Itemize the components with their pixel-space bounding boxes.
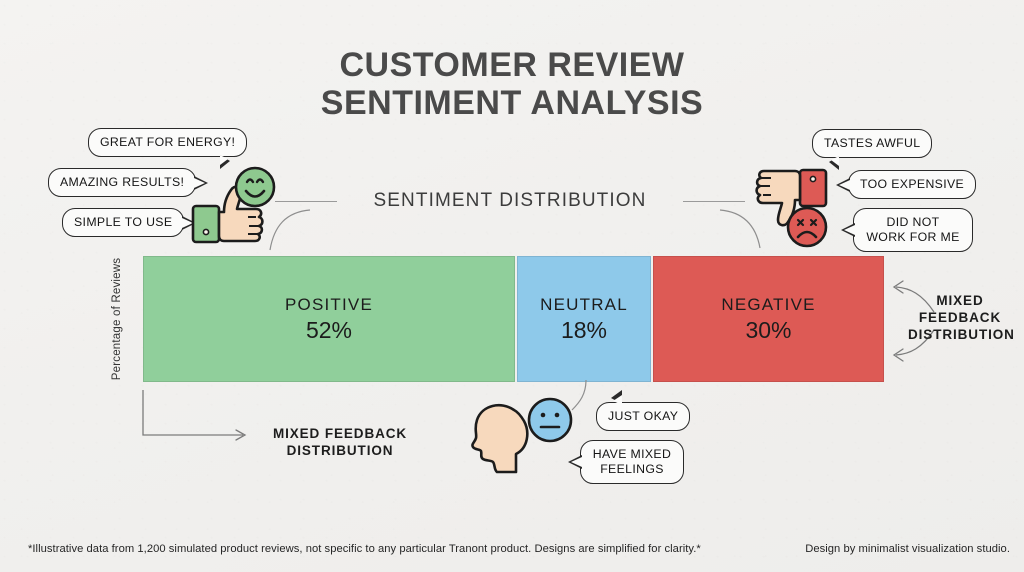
negative-bubble-3-text: DID NOT WORK FOR ME [866, 215, 960, 244]
right-callout-line-1: MIXED [936, 293, 984, 308]
segment-value-neutral: 18% [560, 317, 608, 343]
right-callout-line-3: DISTRIBUTION [908, 327, 1015, 342]
heading-rule-left [275, 200, 337, 202]
segment-label-neutral: NEUTRAL [540, 295, 628, 314]
bar-segment-negative[interactable]: NEGATIVE 30% [653, 256, 884, 382]
bubble-tail-inner [182, 217, 194, 228]
right-callout-line-2: FEEDBACK [918, 310, 1002, 325]
positive-bubble-1-text: GREAT FOR ENERGY! [100, 135, 236, 149]
bubble-tail-inner [613, 395, 622, 405]
title-line-2: SENTIMENT ANALYSIS [320, 84, 704, 122]
negative-bubble-3[interactable]: DID NOT WORK FOR ME [841, 208, 973, 252]
connector-heading-to-thumbs-down [719, 209, 761, 249]
connector-neutral-segment-to-face [571, 379, 587, 411]
bubble-tail-inner [571, 457, 582, 467]
left-callout-label: MIXED FEEDBACK DISTRIBUTION [250, 425, 430, 459]
neutral-bubble-2-text: HAVE MIXED FEELINGS [592, 447, 672, 476]
segment-value-negative: 30% [745, 317, 792, 343]
title-line-1: CUSTOMER REVIEW [339, 46, 685, 84]
left-callout-line-1: MIXED FEEDBACK [272, 426, 408, 441]
heading-rule-right [683, 200, 745, 202]
neutral-bubble-1[interactable]: JUST OKAY [596, 390, 691, 431]
page-title: CUSTOMER REVIEW SENTIMENT ANALYSIS [0, 46, 1024, 122]
head-profile-icon [471, 403, 529, 474]
bar-segment-neutral[interactable]: NEUTRAL 18% [517, 256, 651, 382]
negative-bubble-1[interactable]: TASTES AWFUL [812, 129, 933, 170]
neutral-bubble-1-text: JUST OKAY [608, 409, 679, 423]
section-heading-label: SENTIMENT DISTRIBUTION [373, 190, 647, 211]
bubble-tail-inner [839, 179, 850, 190]
bubble-tail-inner [220, 155, 229, 165]
left-callout-line-2: DISTRIBUTION [286, 443, 394, 458]
positive-bubble-1[interactable]: GREAT FOR ENERGY! [88, 128, 248, 169]
negative-bubble-2-text: TOO EXPENSIVE [860, 177, 965, 191]
y-axis-label-text: Percentage of Reviews [111, 257, 123, 381]
negative-bubble-1-text: TASTES AWFUL [824, 136, 921, 150]
positive-bubble-3[interactable]: SIMPLE TO USE [62, 208, 197, 237]
thumbs-up-icon [191, 166, 276, 244]
bar-segment-positive[interactable]: POSITIVE 52% [143, 256, 515, 382]
footer-credit: Design by minimalist visualization studi… [805, 543, 1010, 555]
positive-bubble-2-text: AMAZING RESULTS! [60, 175, 185, 189]
bubble-tail-inner [831, 156, 839, 166]
y-axis-label: Percentage of Reviews [108, 254, 126, 384]
bubble-tail-inner [194, 177, 206, 188]
thumbs-down-icon [755, 168, 828, 248]
negative-bubble-2[interactable]: TOO EXPENSIVE [836, 170, 977, 199]
right-callout-arrows [892, 280, 935, 362]
positive-bubble-3-text: SIMPLE TO USE [74, 215, 173, 229]
segment-label-negative: NEGATIVE [721, 295, 816, 314]
segment-value-positive: 52% [305, 317, 353, 343]
sentiment-stacked-bar: POSITIVE 52% NEUTRAL 18% NEGATIVE 30% [143, 256, 884, 382]
bubble-tail-inner [844, 225, 855, 235]
footer-note: *Illustrative data from 1,200 simulated … [28, 543, 701, 555]
positive-bubble-2[interactable]: AMAZING RESULTS! [48, 168, 209, 197]
right-callout-label: MIXED FEEDBACK DISTRIBUTION [908, 292, 1015, 343]
smiley-neutral-icon [527, 397, 573, 443]
section-heading: SENTIMENT DISTRIBUTION [275, 190, 745, 212]
left-callout-arrow [142, 390, 247, 441]
neutral-bubble-2[interactable]: HAVE MIXED FEELINGS [568, 440, 684, 484]
segment-label-positive: POSITIVE [284, 295, 373, 314]
connector-heading-to-thumbs-up [269, 209, 311, 251]
